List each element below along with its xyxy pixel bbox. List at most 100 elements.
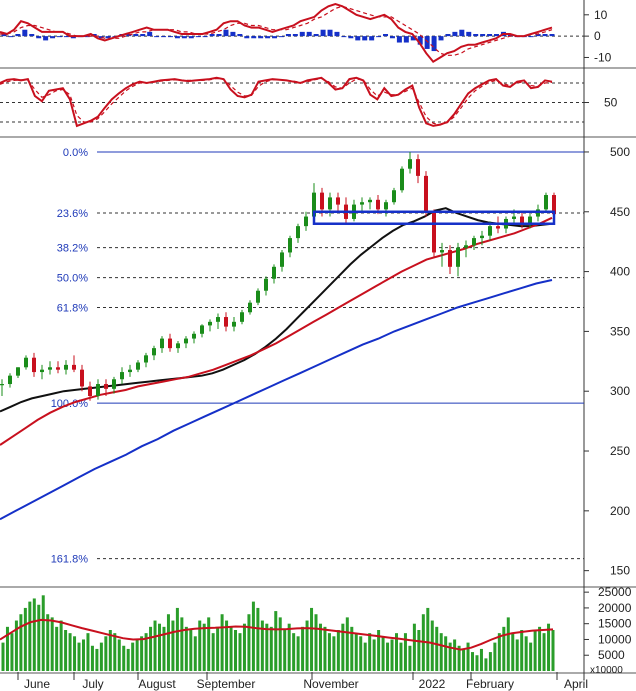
volume-bar (301, 626, 305, 671)
candle-body (424, 175, 428, 212)
volume-bar (99, 642, 103, 671)
stochastic-panel (0, 76, 584, 128)
macd-histogram-bar (167, 36, 173, 38)
volume-bar (77, 642, 81, 671)
macd-histogram-bar (202, 36, 208, 38)
volume-bar (426, 607, 430, 671)
volume-bar (122, 645, 126, 671)
candle-body (328, 197, 332, 210)
candle-body (312, 192, 316, 217)
volume-bar (184, 626, 188, 671)
volume-bar (394, 633, 398, 671)
macd-histogram-bar (473, 34, 479, 37)
volume-bar (180, 617, 184, 671)
macd-histogram-bar (355, 36, 361, 41)
candle-body (256, 290, 260, 303)
macd-histogram-bar (272, 36, 278, 39)
volume-bar (202, 623, 206, 671)
macd-histogram-bar (494, 34, 500, 37)
candle-body (464, 245, 468, 248)
macd-histogram-bar (383, 34, 389, 37)
volume-bar (390, 639, 394, 671)
candle-body (232, 321, 236, 327)
volume-bar (479, 648, 483, 671)
candle-body (360, 202, 364, 205)
stochastic-d-line (0, 77, 553, 126)
macd-histogram-bar (369, 36, 375, 41)
volume-bar (32, 598, 36, 671)
volume-bar (207, 617, 211, 671)
macd-line (0, 3, 553, 64)
candle-body (480, 235, 484, 239)
candle-body (120, 372, 124, 380)
macd-tick-label: -10 (594, 50, 612, 64)
macd-histogram-bar (452, 31, 458, 37)
macd-histogram-bar (223, 29, 229, 37)
macd-histogram-bar (195, 36, 201, 38)
candle-body (512, 216, 516, 219)
volume-bar (305, 620, 309, 671)
volume-bar (265, 623, 269, 671)
candle-body (72, 364, 76, 370)
volume-tick-label: 5000 (598, 648, 625, 662)
moving-average-200 (0, 279, 553, 521)
candle-body (112, 379, 116, 389)
volume-bar (386, 642, 390, 671)
candle-body (96, 384, 100, 396)
volume-bar (117, 639, 121, 671)
volume-bar (372, 639, 376, 671)
volume-bar (41, 595, 45, 671)
price-tick-label: 250 (610, 444, 630, 458)
macd-histogram-bar (341, 36, 347, 38)
candle-body (448, 250, 452, 267)
candle-body (168, 338, 172, 349)
candle-body (136, 362, 140, 370)
candle-body (0, 384, 4, 386)
price-tick-label: 500 (610, 145, 630, 159)
volume-bar (278, 617, 282, 671)
candle-body (128, 369, 132, 373)
macd-histogram-bar (258, 36, 264, 39)
macd-histogram-bar (230, 31, 236, 37)
macd-histogram-bar (43, 36, 49, 41)
candle-body (224, 317, 228, 327)
candle-body (64, 364, 68, 370)
volume-bar (314, 614, 318, 671)
volume-bar (488, 652, 492, 671)
macd-histogram-bar (549, 34, 555, 37)
candle-body (544, 195, 548, 210)
volume-bar (354, 633, 358, 671)
volume-bar (359, 636, 363, 671)
candle-body (80, 369, 84, 387)
volume-bar (162, 626, 166, 671)
month-label: August (138, 677, 176, 691)
volume-bar (5, 626, 9, 671)
macd-histogram-bar (251, 36, 257, 39)
candle-body (144, 355, 148, 363)
macd-histogram-bar (63, 36, 69, 38)
macd-histogram-bar (278, 36, 284, 38)
macd-histogram-bar (334, 31, 340, 37)
volume-bar (242, 623, 246, 671)
volume-bar (149, 626, 153, 671)
macd-histogram-bar (265, 36, 271, 39)
candle-body (24, 357, 28, 368)
macd-tick-label: 10 (594, 8, 608, 22)
candle-body (216, 317, 220, 322)
volume-bar (497, 633, 501, 671)
macd-histogram-bar (480, 34, 486, 37)
candle-body (440, 250, 444, 253)
price-tick-label: 200 (610, 504, 630, 518)
candle-body (8, 375, 12, 385)
macd-histogram-bar (154, 36, 160, 38)
month-label: June (24, 677, 50, 691)
volume-bar (296, 636, 300, 671)
macd-histogram-bar (410, 36, 416, 41)
macd-histogram-bar (29, 34, 35, 37)
volume-bar (368, 633, 372, 671)
volume-bar (68, 633, 72, 671)
price-tick-label: 400 (610, 265, 630, 279)
volume-bar (19, 614, 23, 671)
volume-bar (538, 626, 542, 671)
candle-body (408, 159, 412, 169)
